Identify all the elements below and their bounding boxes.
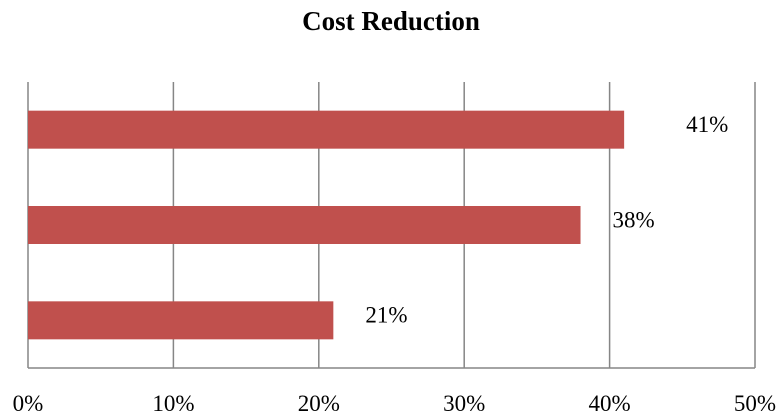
x-tick-label-2: 20%: [298, 391, 340, 414]
data-label-2: 21%: [365, 303, 407, 328]
data-label-0: 41%: [686, 112, 728, 137]
x-tick-label-1: 10%: [152, 391, 194, 414]
bars: [28, 110, 625, 340]
x-tick-label-4: 40%: [589, 391, 631, 414]
x-tick-label-0: 0%: [13, 391, 44, 414]
bar-2: [28, 301, 334, 340]
data-label-1: 38%: [613, 207, 655, 232]
x-tick-label-5: 50%: [734, 391, 776, 414]
x-axis-tick-labels: 0% 10% 20% 30% 40% 50%: [13, 391, 776, 414]
data-labels: 41% 38% 21%: [365, 112, 728, 328]
bar-0: [28, 110, 625, 149]
x-tick-label-3: 30%: [443, 391, 485, 414]
chart-title: Cost Reduction: [302, 6, 480, 36]
bar-1: [28, 206, 581, 244]
